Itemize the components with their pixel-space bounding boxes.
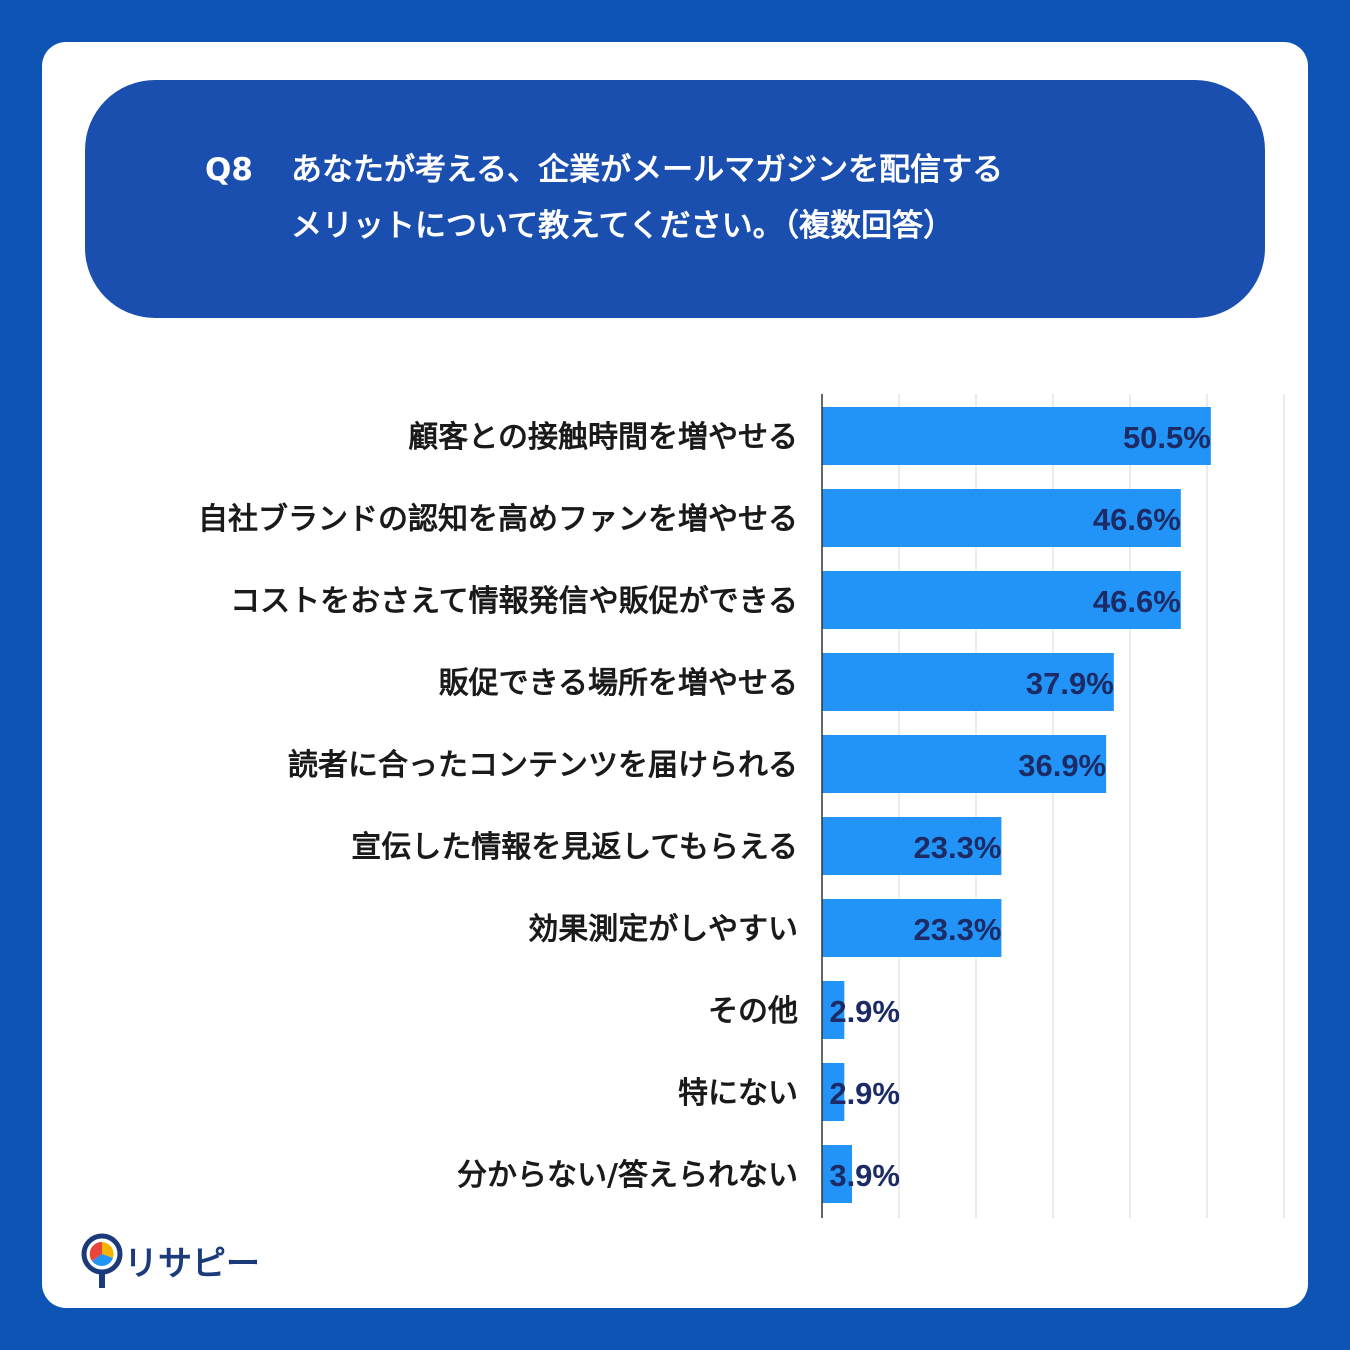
question-text-2: メリットについて教えてください。（複数回答） <box>291 208 955 244</box>
brand-name: リサピー <box>124 1244 260 1284</box>
bar <box>822 653 1114 711</box>
category-label: 宣伝した情報を見返してもらえる <box>351 830 798 865</box>
data-label: 46.6% <box>1093 584 1181 619</box>
brand-logo-icon <box>81 1233 123 1288</box>
data-label: 37.9% <box>1026 666 1114 701</box>
question-box <box>85 80 1265 318</box>
category-label: 自社ブランドの認知を高めファンを増やせる <box>198 502 798 537</box>
bar <box>822 1145 853 1203</box>
data-label: 2.9% <box>829 1076 900 1111</box>
question-number: Q8 <box>205 152 253 188</box>
data-label: 46.6% <box>1093 502 1181 537</box>
bar <box>822 1063 845 1121</box>
data-label: 23.3% <box>914 912 1002 947</box>
category-label: 読者に合ったコンテンツを届けられる <box>288 748 798 783</box>
category-label: 分からない/答えられない <box>457 1158 798 1193</box>
bar <box>822 489 1181 547</box>
bar <box>822 981 845 1039</box>
bar <box>822 407 1211 465</box>
data-label: 23.3% <box>914 830 1002 865</box>
bar <box>822 817 1002 875</box>
data-label: 3.9% <box>829 1158 900 1193</box>
question-line-1: Q8 あなたが考える、企業がメールマガジンを配信する <box>205 144 1003 189</box>
category-label: 特にない <box>678 1076 798 1111</box>
question-text-1: あなたが考える、企業がメールマガジンを配信する <box>291 152 1004 188</box>
category-label: 顧客との接触時間を増やせる <box>408 420 798 455</box>
data-label: 36.9% <box>1018 748 1106 783</box>
category-label: 効果測定がしやすい <box>528 912 798 947</box>
data-label: 2.9% <box>829 994 900 1029</box>
category-label: その他 <box>708 994 798 1029</box>
bar <box>822 735 1107 793</box>
bar <box>822 899 1002 957</box>
bar <box>822 571 1181 629</box>
category-label: 販促できる場所を増やせる <box>439 666 798 701</box>
category-label: コストをおさえて情報発信や販促ができる <box>230 584 798 619</box>
data-label: 50.5% <box>1123 420 1211 455</box>
